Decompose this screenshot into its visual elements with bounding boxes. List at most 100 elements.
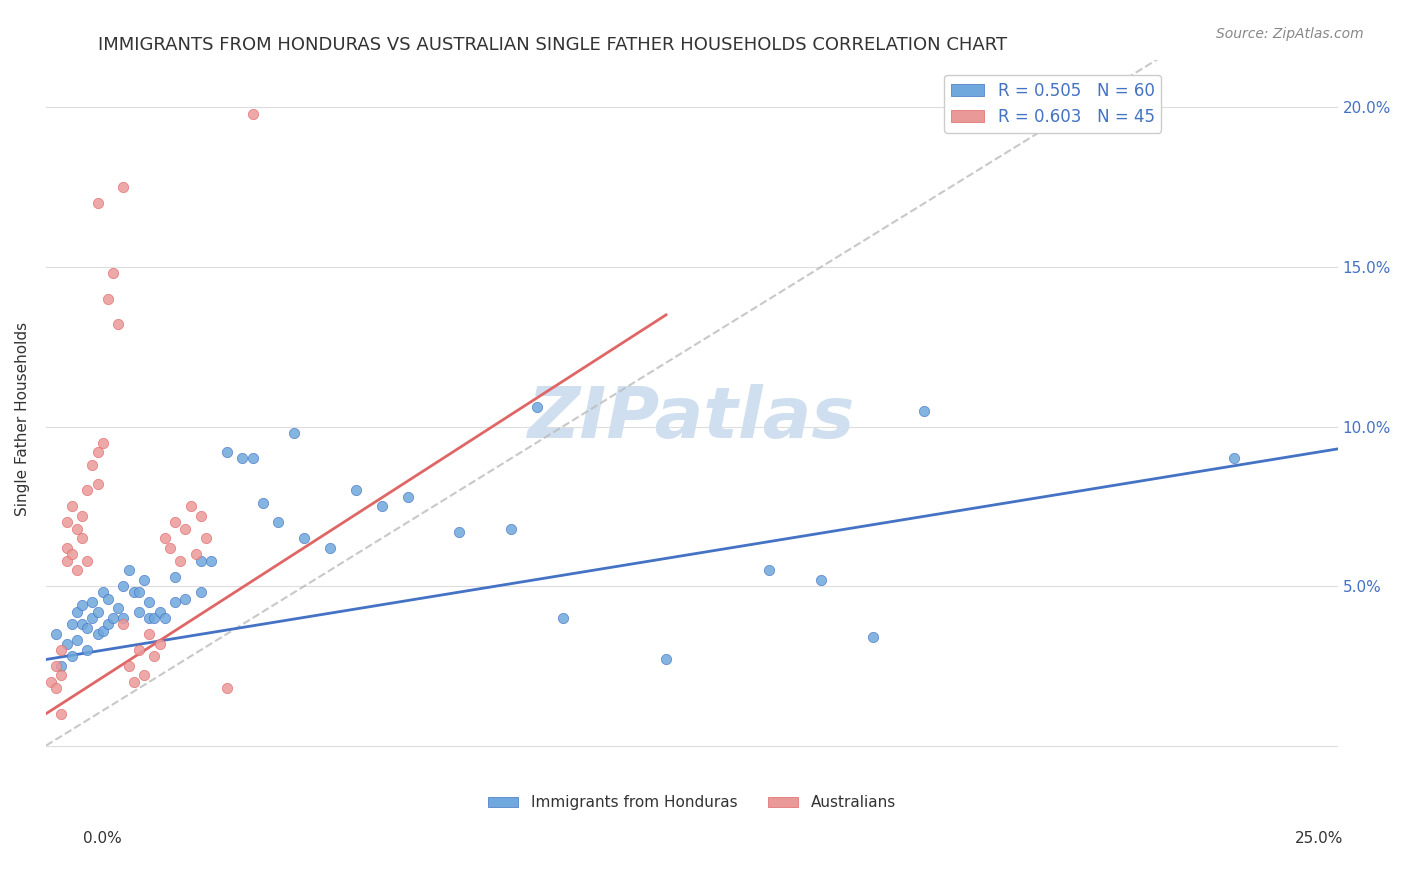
Point [174, 591, 197, 606]
Point [51, 706, 73, 721]
Point [165, 569, 187, 583]
Point [101, 611, 124, 625]
Point [97, 617, 120, 632]
Point [117, 563, 139, 577]
Point [70, 531, 93, 545]
Point [45, 681, 67, 696]
Point [184, 547, 207, 561]
Point [319, 541, 342, 555]
Point [138, 595, 160, 609]
Point [39, 674, 62, 689]
Point [195, 531, 218, 545]
Point [242, 451, 264, 466]
Point [107, 601, 129, 615]
Point [231, 451, 253, 466]
Point [128, 605, 150, 619]
Point [180, 500, 202, 514]
Point [526, 401, 548, 415]
Legend: Immigrants from Honduras, Australians: Immigrants from Honduras, Australians [482, 789, 903, 816]
Point [499, 522, 522, 536]
Text: 25.0%: 25.0% [1295, 831, 1343, 846]
Point [82, 595, 104, 609]
Point [51, 668, 73, 682]
Point [51, 658, 73, 673]
Point [91, 585, 114, 599]
Point [169, 553, 191, 567]
Point [655, 652, 678, 666]
Point [112, 579, 135, 593]
Point [371, 500, 394, 514]
Point [97, 292, 120, 306]
Point [55, 553, 77, 567]
Point [112, 617, 135, 632]
Point [138, 627, 160, 641]
Point [66, 605, 89, 619]
Point [70, 599, 93, 613]
Point [86, 627, 108, 641]
Point [165, 516, 187, 530]
Text: Source: ZipAtlas.com: Source: ZipAtlas.com [1216, 27, 1364, 41]
Point [66, 522, 89, 536]
Point [862, 630, 884, 644]
Point [283, 425, 305, 440]
Point [174, 522, 197, 536]
Point [91, 624, 114, 638]
Point [190, 508, 212, 523]
Point [86, 445, 108, 459]
Point [143, 611, 166, 625]
Point [138, 611, 160, 625]
Point [149, 636, 172, 650]
Point [112, 611, 135, 625]
Point [82, 458, 104, 472]
Point [66, 633, 89, 648]
Point [1223, 451, 1246, 466]
Point [55, 516, 77, 530]
Point [55, 636, 77, 650]
Point [86, 196, 108, 211]
Point [86, 477, 108, 491]
Y-axis label: Single Father Households: Single Father Households [15, 321, 30, 516]
Point [292, 531, 315, 545]
Point [76, 621, 98, 635]
Point [190, 585, 212, 599]
Point [55, 541, 77, 555]
Point [70, 617, 93, 632]
Point [122, 585, 145, 599]
Point [242, 107, 264, 121]
Point [143, 649, 166, 664]
Point [70, 508, 93, 523]
Point [149, 605, 172, 619]
Point [112, 180, 135, 194]
Point [215, 681, 238, 696]
Point [153, 531, 176, 545]
Point [159, 541, 181, 555]
Point [134, 573, 156, 587]
Point [153, 611, 176, 625]
Text: 0.0%: 0.0% [83, 831, 122, 846]
Point [86, 605, 108, 619]
Point [76, 483, 98, 498]
Point [128, 585, 150, 599]
Point [60, 547, 83, 561]
Point [912, 403, 935, 417]
Point [551, 611, 574, 625]
Point [396, 490, 419, 504]
Text: ZIPatlas: ZIPatlas [529, 384, 856, 453]
Point [215, 445, 238, 459]
Point [101, 266, 124, 280]
Point [107, 318, 129, 332]
Point [165, 595, 187, 609]
Point [449, 524, 471, 539]
Point [45, 627, 67, 641]
Point [344, 483, 367, 498]
Point [82, 611, 104, 625]
Point [60, 500, 83, 514]
Point [267, 516, 290, 530]
Point [200, 553, 222, 567]
Point [134, 668, 156, 682]
Text: IMMIGRANTS FROM HONDURAS VS AUSTRALIAN SINGLE FATHER HOUSEHOLDS CORRELATION CHAR: IMMIGRANTS FROM HONDURAS VS AUSTRALIAN S… [98, 36, 1008, 54]
Point [758, 563, 780, 577]
Point [76, 553, 98, 567]
Point [60, 649, 83, 664]
Point [60, 617, 83, 632]
